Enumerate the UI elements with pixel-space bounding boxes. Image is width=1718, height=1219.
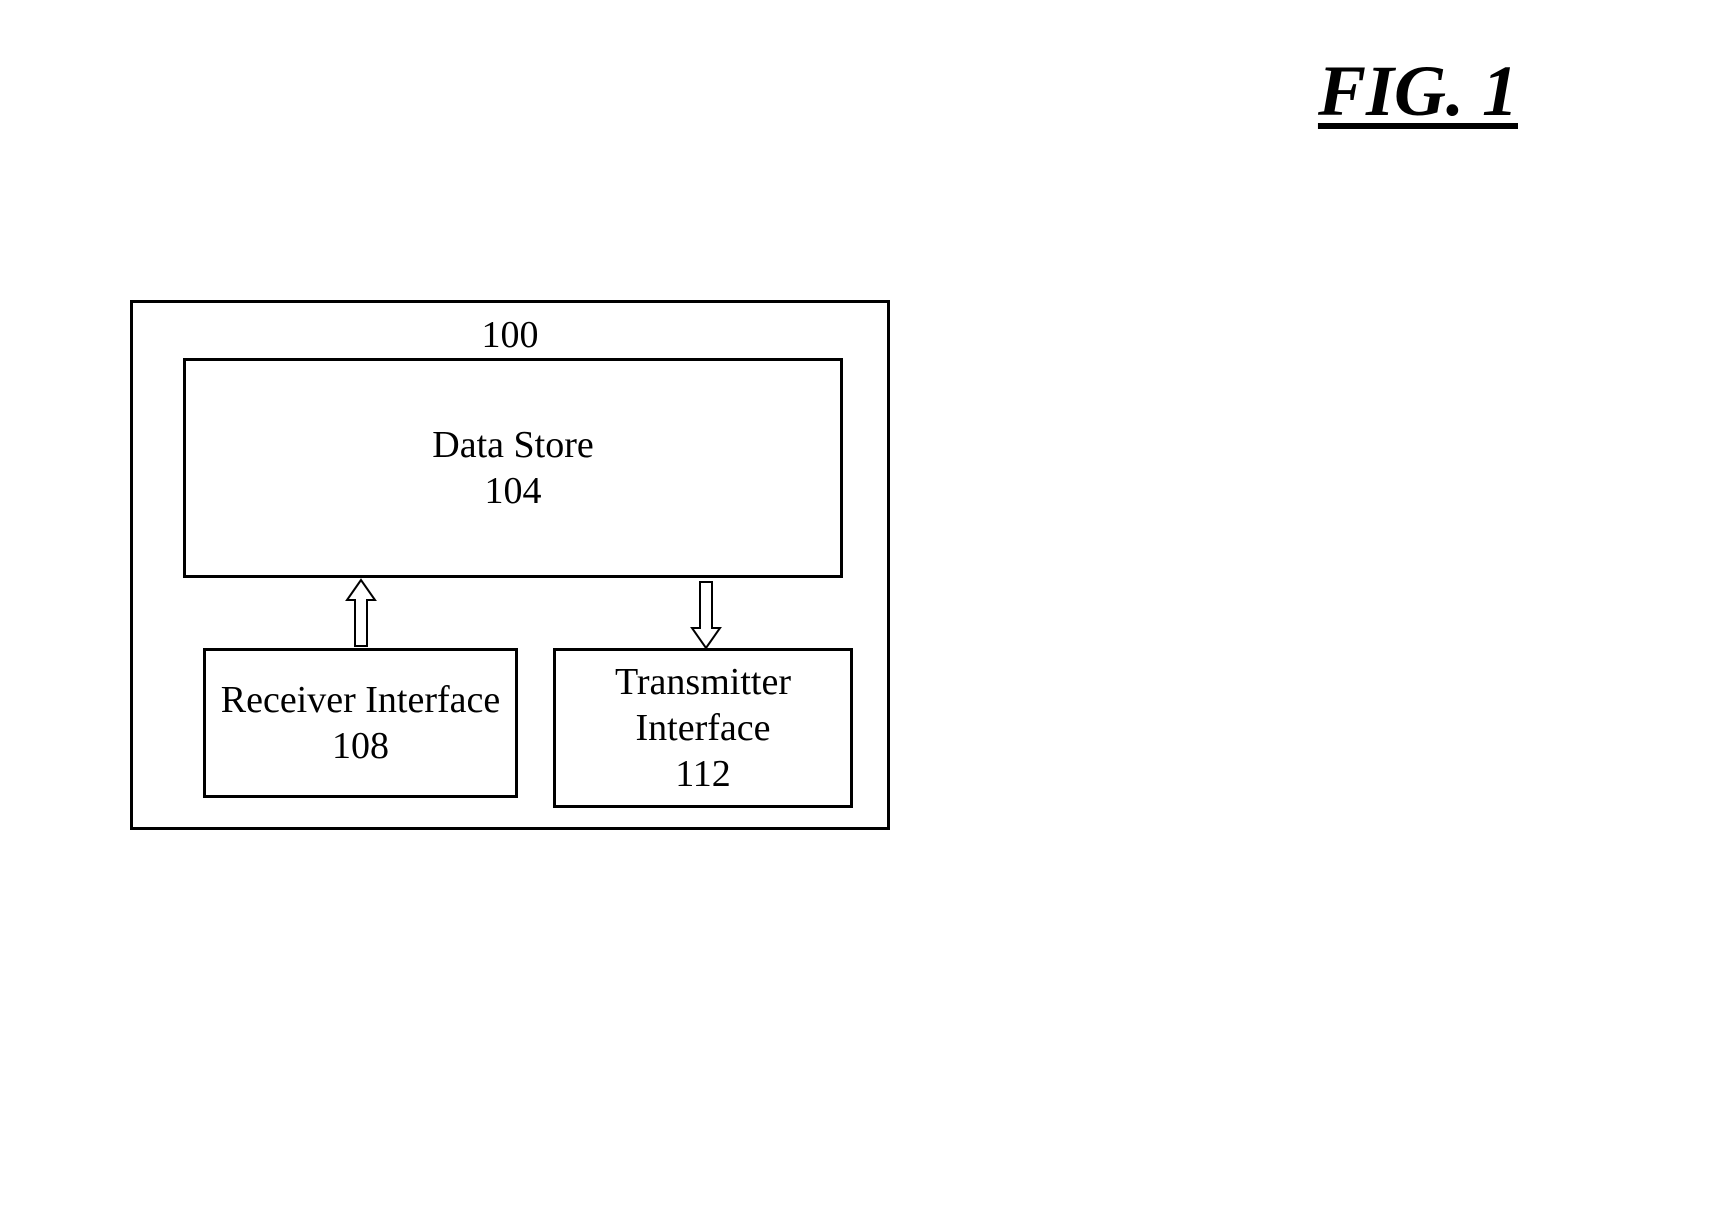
- transmitter-name: Transmitter: [615, 660, 791, 706]
- receiver-name: Receiver Interface: [221, 678, 501, 724]
- arrow-down-icon: [688, 578, 724, 655]
- transmitter-name2: Interface: [636, 706, 771, 752]
- arrow-up-icon: [343, 578, 379, 655]
- transmitter-box: Transmitter Interface 112: [553, 648, 853, 808]
- data-store-name: Data Store: [432, 423, 593, 469]
- data-store-number: 104: [485, 469, 542, 513]
- system-label: 100: [482, 313, 539, 357]
- transmitter-number: 112: [675, 752, 731, 796]
- data-store-box: Data Store 104: [183, 358, 843, 578]
- figure-title: FIG. 1: [1318, 50, 1518, 133]
- receiver-box: Receiver Interface 108: [203, 648, 518, 798]
- system-container: 100 Data Store 104 Receiver Interface 10…: [130, 300, 890, 830]
- receiver-number: 108: [332, 724, 389, 768]
